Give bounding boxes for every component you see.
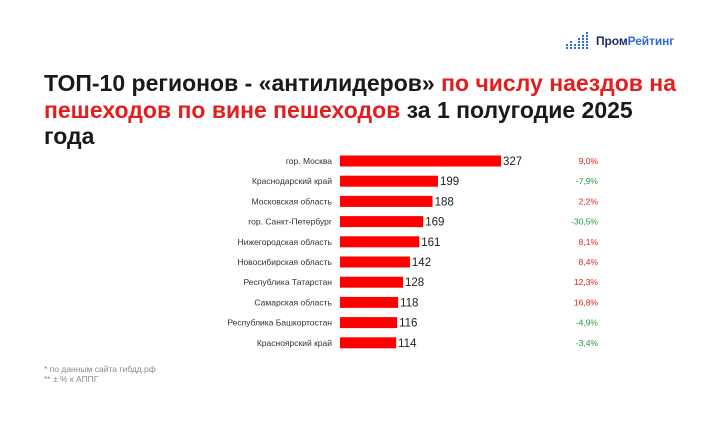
category-label: Краснодарский край [252,176,332,186]
value-label: 116 [399,318,417,330]
value-label: 188 [435,196,454,208]
change-label: 12,3% [574,277,599,287]
bar [340,175,438,187]
bar [340,296,399,308]
footnote-source: * по данным сайта гибдд.рф [44,364,156,374]
bar [340,155,501,167]
category-label: Красноярский край [257,338,332,348]
value-label: 128 [405,277,424,289]
title-part2: по числу наездов на пешеходов по вине пе… [44,70,676,123]
bar [340,256,410,268]
bar [340,195,433,207]
page-title: ТОП-10 регионов - «антилидеров» по числу… [44,70,684,150]
category-label: Республика Башкортостан [227,318,332,328]
change-label: 8,4% [579,257,599,267]
value-label: 327 [503,156,522,168]
change-label: 2,2% [579,196,599,206]
category-label: Московская область [252,196,333,206]
value-label: 118 [400,297,418,309]
category-label: Новосибирская область [237,257,332,267]
category-label: гор. Москва [286,156,332,166]
bar-chart-dots-icon [566,32,588,49]
value-label: 161 [421,237,440,249]
category-label: Нижегородская область [238,237,333,247]
logo-text: ПромРейтинг [596,34,674,48]
category-label: Республика Татарстан [244,277,333,287]
category-label: гор. Санкт-Петербург [248,217,332,227]
change-label: -4,9% [576,318,599,328]
change-label: 8,1% [579,237,599,247]
change-label: 9,0% [579,156,599,166]
change-label: 16,8% [574,297,599,307]
value-label: 169 [425,217,444,229]
bar [340,337,397,349]
bar [340,276,404,288]
logo-text-part2: Рейтинг [627,34,675,48]
bar [340,317,398,329]
title-part1: ТОП-10 регионов - «антилидеров» [44,70,442,96]
change-label: -30,5% [571,217,598,227]
footnote-change: ** ± % к АППГ [44,374,99,384]
footnotes: * по данным сайта гибдд.рф ** ± % к АППГ [44,364,156,384]
category-label: Самарская область [254,297,332,307]
bar [340,216,424,228]
value-label: 199 [440,176,459,188]
bar [340,236,420,248]
value-label: 142 [412,257,431,269]
value-label: 114 [398,338,417,350]
logo-text-part1: Пром [596,34,628,48]
title-part3: за 1 полугодие 2025 года [44,96,633,150]
brand-logo: ПромРейтинг [566,32,674,50]
change-label: -3,4% [576,338,599,348]
change-label: -7,9% [576,176,599,186]
